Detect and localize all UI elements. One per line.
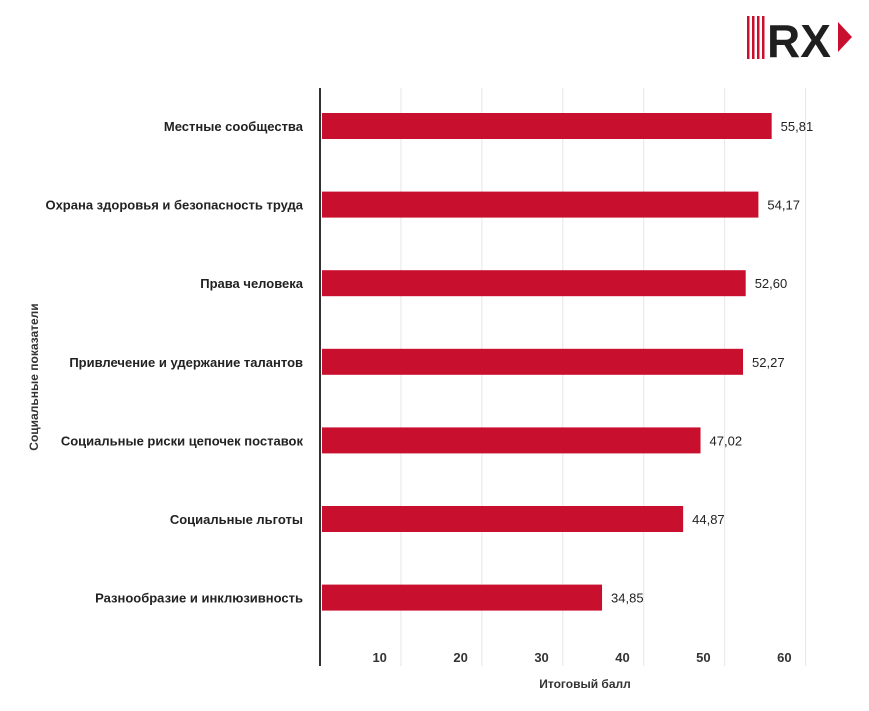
x-tick-label: 60 — [777, 650, 791, 665]
category-label: Охрана здоровья и безопасность труда — [45, 198, 303, 213]
value-label: 34,85 — [611, 591, 644, 606]
x-tick-label: 20 — [453, 650, 467, 665]
bar — [322, 427, 701, 454]
bars — [322, 113, 772, 611]
x-tick-label: 40 — [615, 650, 629, 665]
rx-logo: RX — [747, 15, 852, 67]
x-tick-label: 10 — [372, 650, 386, 665]
value-label: 52,27 — [752, 355, 785, 370]
value-labels: 55,81 54,17 52,60 52,27 47,02 44,87 34,85 — [611, 119, 813, 606]
grid-lines — [400, 88, 807, 666]
y-axis-title: Социальные показатели — [27, 303, 41, 450]
value-label: 54,17 — [767, 198, 800, 213]
bar — [322, 270, 746, 297]
category-label: Местные сообщества — [164, 119, 304, 134]
x-tick-label: 30 — [534, 650, 548, 665]
bar — [322, 191, 759, 218]
bar — [322, 506, 684, 532]
category-label: Разнообразие и инклюзивность — [95, 591, 303, 606]
x-tick-label: 50 — [696, 650, 710, 665]
category-label: Социальные риски цепочек поставок — [61, 433, 304, 448]
category-labels: Местные сообщества Охрана здоровья и безо… — [45, 119, 303, 606]
x-axis-title: Итоговый балл — [539, 677, 631, 691]
x-tick-labels: 10 20 30 40 50 60 — [372, 650, 791, 665]
category-label: Привлечение и удержание талантов — [69, 355, 303, 370]
bar — [322, 584, 603, 611]
category-label: Права человека — [200, 276, 304, 291]
value-label: 55,81 — [781, 119, 814, 134]
value-label: 44,87 — [692, 512, 725, 527]
value-label: 47,02 — [710, 433, 743, 448]
value-label: 52,60 — [755, 276, 788, 291]
bar — [322, 113, 772, 139]
bar — [322, 348, 744, 375]
logo-accent-icon — [838, 22, 852, 52]
category-label: Социальные льготы — [170, 512, 303, 527]
logo-text: RX — [767, 15, 831, 67]
